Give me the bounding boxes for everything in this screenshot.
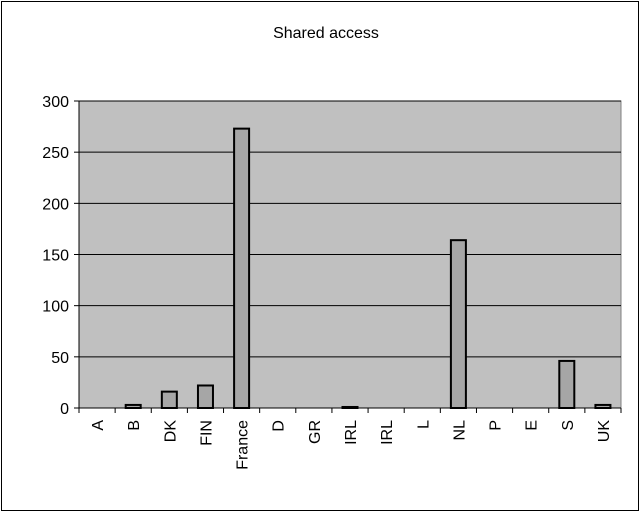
x-tick-label: NL (451, 420, 468, 441)
axes (74, 100, 622, 413)
x-tick-label: FIN (198, 420, 215, 446)
bar-nl (449, 239, 467, 409)
x-tick-label: UK (596, 420, 613, 443)
gridlines (79, 100, 621, 358)
x-tick-label: E (524, 420, 541, 431)
x-tick-label: DK (162, 420, 179, 443)
chart-title: Shared access (273, 25, 379, 42)
y-tick-label: 0 (60, 401, 69, 418)
x-tick-label: IRL (379, 420, 396, 445)
x-tick-label: France (235, 420, 252, 470)
bar-fin (196, 384, 214, 409)
y-tick-label: 300 (42, 94, 69, 111)
y-tick-label: 200 (42, 196, 69, 213)
x-tick-label: D (271, 420, 288, 432)
x-tick-label: GR (307, 420, 324, 444)
y-tick-labels: 0 50 100 150 200 250 300 (42, 94, 69, 418)
bars (124, 127, 612, 410)
y-tick-label: 50 (51, 350, 69, 367)
x-tick-label: P (488, 420, 505, 431)
x-tick-labels: A B DK FIN France D GR IRL IRL L NL P E S UK (90, 420, 613, 470)
x-tick-label: A (90, 420, 107, 431)
x-tick-label: L (415, 420, 432, 429)
x-tick-label: S (560, 420, 577, 431)
x-tick-label: IRL (343, 420, 360, 445)
bar-france (233, 127, 251, 409)
y-tick-label: 250 (42, 145, 69, 162)
bar-s (558, 359, 576, 409)
y-tick-label: 150 (42, 248, 69, 265)
bar-dk (160, 390, 178, 410)
x-tick-label: B (126, 420, 143, 431)
y-tick-label: 100 (42, 299, 69, 316)
